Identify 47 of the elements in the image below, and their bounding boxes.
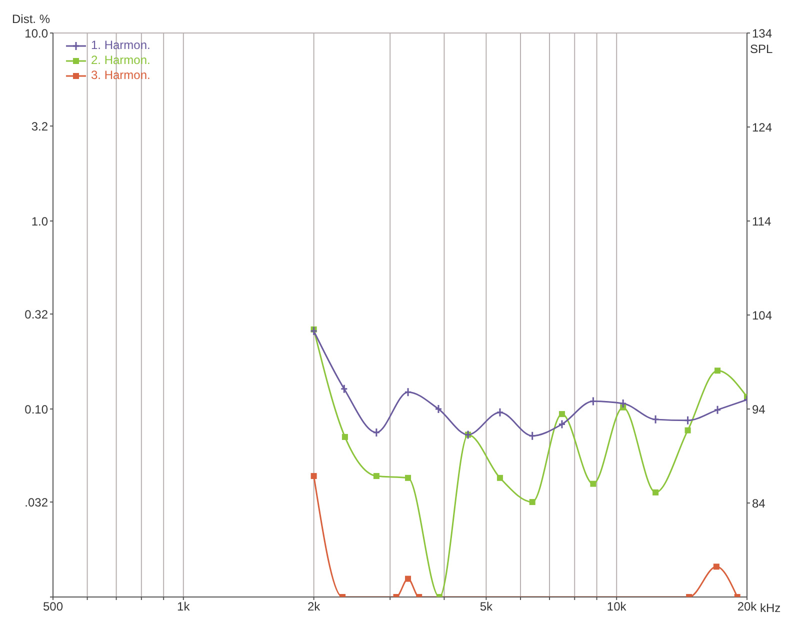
point — [405, 576, 412, 582]
point — [342, 434, 348, 440]
legend-label: 3. Harmon. — [91, 68, 150, 83]
y2-tick-label: 94 — [752, 402, 766, 416]
point — [684, 427, 691, 434]
legend-label: 1. Harmon. — [91, 38, 150, 53]
point — [310, 473, 317, 480]
y-tick-label: 3.2 — [31, 119, 48, 134]
point — [558, 419, 566, 429]
y-tick-label: 10.0 — [24, 26, 48, 40]
point — [589, 396, 597, 406]
y-axis-title: Dist. % — [12, 12, 50, 26]
y-tick-label: .032 — [24, 495, 48, 510]
point — [652, 489, 659, 496]
x-tick-label: 5k — [480, 600, 494, 614]
point — [590, 480, 596, 487]
point — [652, 414, 660, 424]
y-tick-label: 0.32 — [24, 307, 48, 322]
x-tick-label: 10k — [606, 600, 628, 614]
point — [714, 405, 722, 415]
point — [619, 398, 627, 408]
y2-tick-label: 104 — [752, 308, 772, 322]
y-tick-label: 1.0 — [31, 214, 48, 228]
y2-tick-label: 114 — [752, 214, 772, 228]
point — [496, 408, 504, 418]
y2-tick-label: 134 — [752, 26, 772, 40]
point — [340, 384, 348, 394]
point — [405, 474, 412, 481]
legend-label: 2. Harmon. — [91, 53, 150, 68]
x-tick-label: 1k — [177, 600, 191, 614]
y-tick-label: 0.10 — [24, 402, 48, 416]
point — [434, 404, 442, 414]
point — [528, 431, 536, 441]
x-tick-label: 20k — [737, 600, 758, 614]
point — [529, 499, 536, 506]
y2-tick-label: 124 — [752, 120, 772, 134]
x-axis-title: kHz — [760, 601, 781, 615]
point — [404, 387, 412, 397]
point — [372, 428, 380, 438]
y2-tick-label: 84 — [752, 496, 766, 510]
y2-axis-title: SPL — [750, 42, 773, 56]
point — [558, 411, 565, 418]
point — [373, 473, 380, 480]
x-tick-label: 500 — [42, 600, 64, 614]
point — [496, 474, 503, 481]
x-tick-label: 2k — [307, 600, 322, 614]
point — [714, 368, 721, 374]
